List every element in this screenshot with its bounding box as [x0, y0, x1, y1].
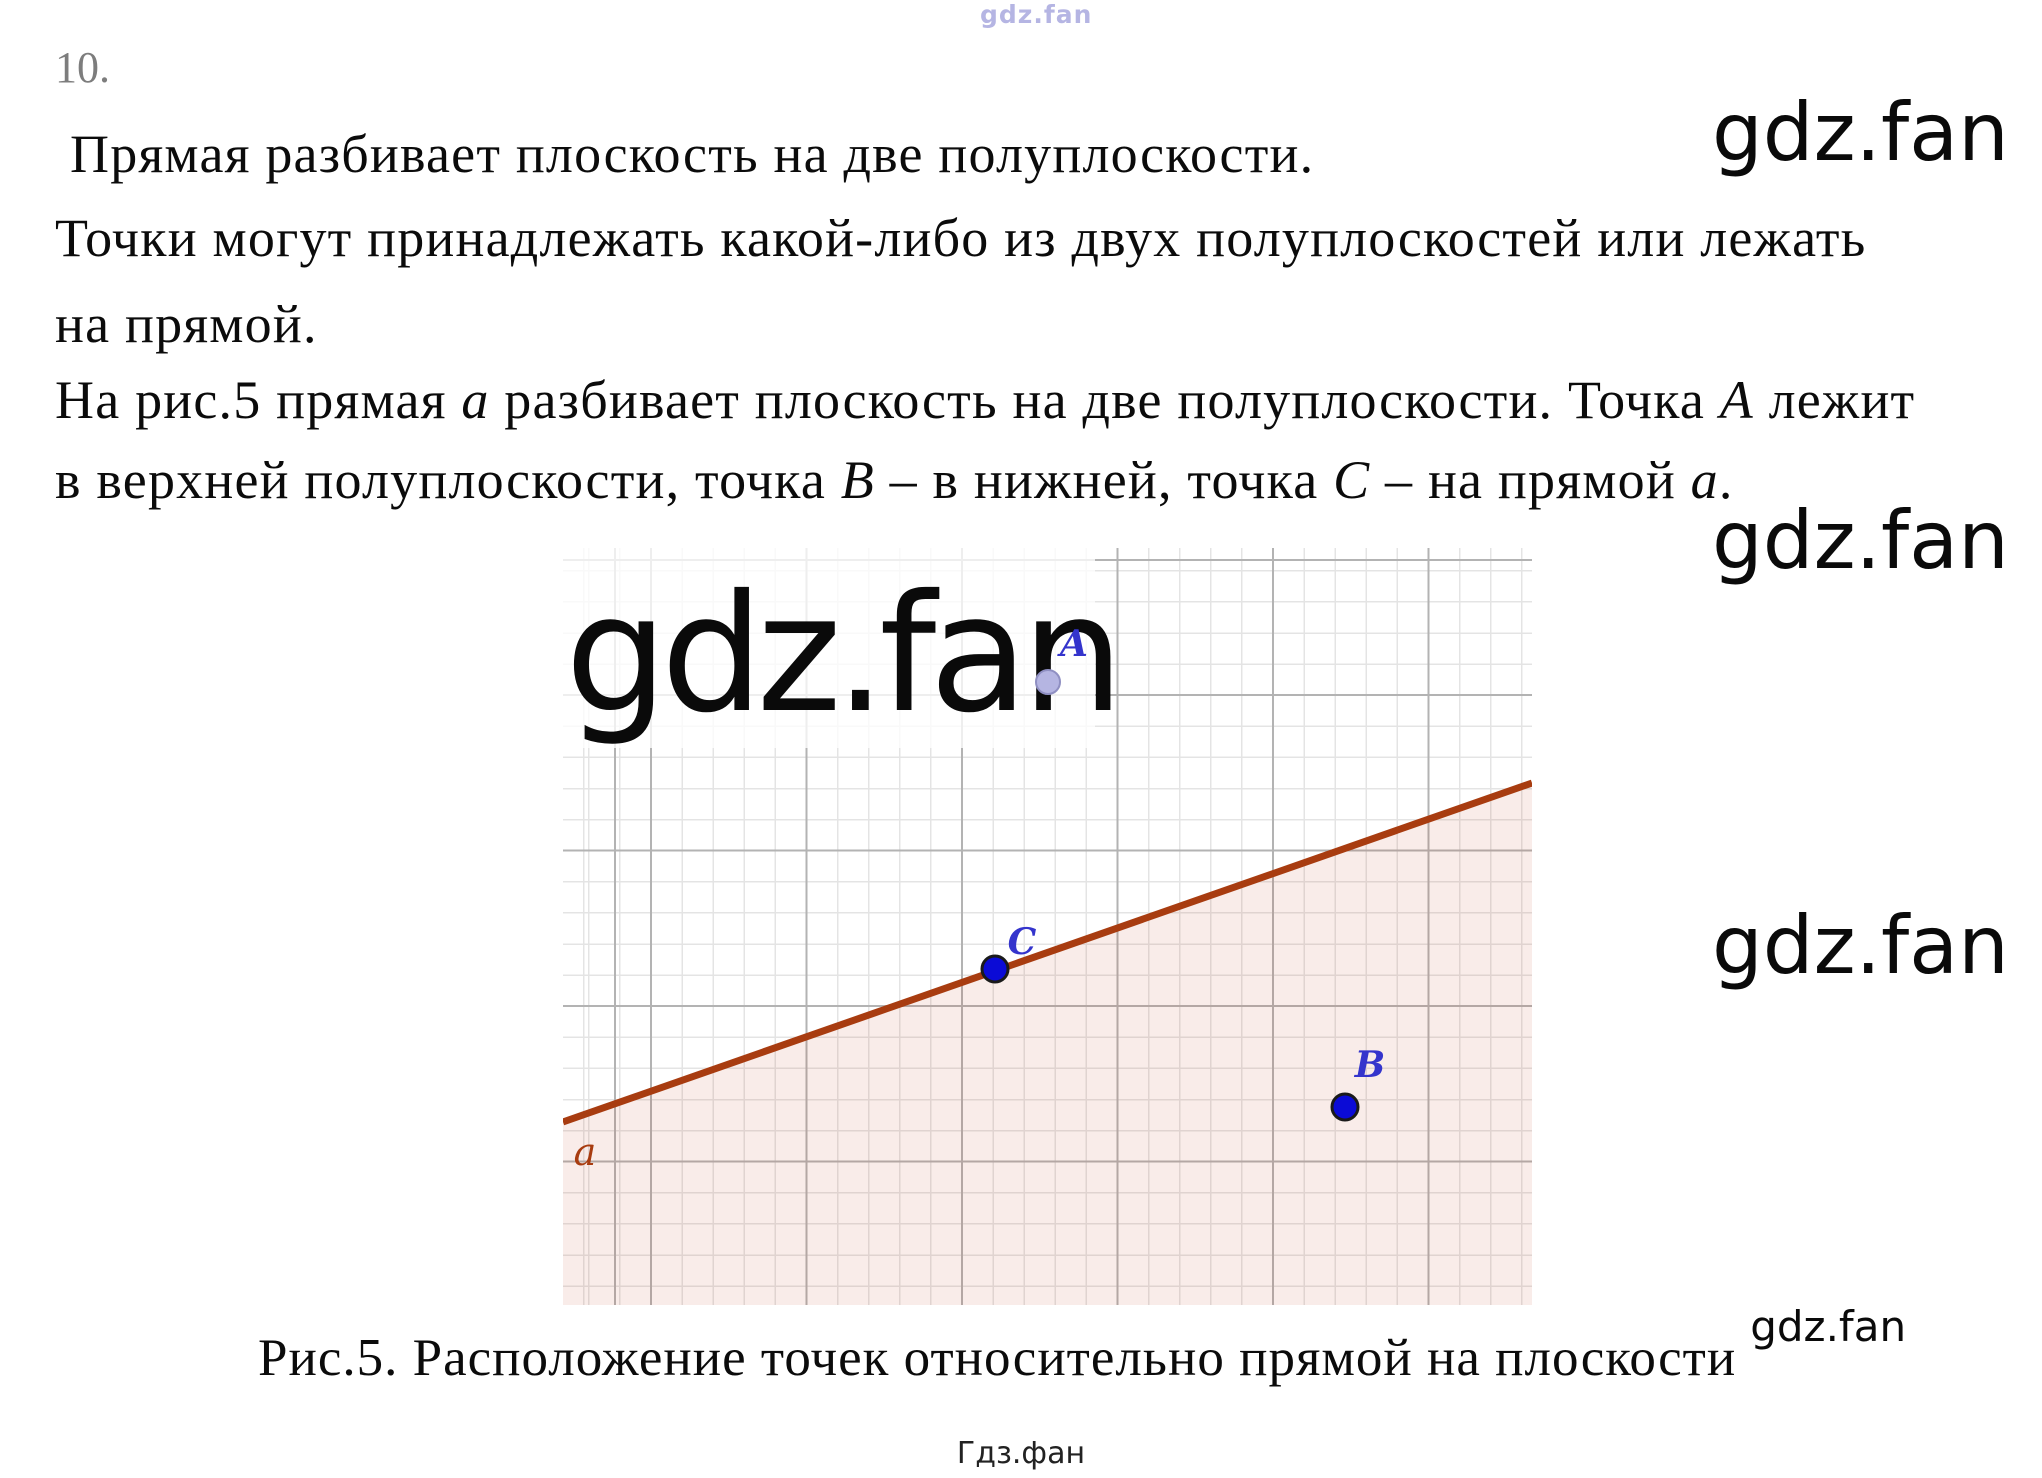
- point-A: [1035, 669, 1061, 695]
- text-line-1: Прямая разбивает плоскость на две полупл…: [70, 124, 1315, 184]
- watermark-top-center: gdz.fan: [980, 0, 1093, 29]
- figure-shading-layer: [563, 548, 1532, 1305]
- text-line-2: Точки могут принадлежать какой-либо из д…: [55, 208, 1867, 268]
- text-line-5: в верхней полуплоскости, точка B – в ниж…: [55, 450, 1734, 510]
- point-label-B: B: [1354, 1044, 1386, 1086]
- figure-line-and-points-layer: [563, 669, 1532, 1126]
- footer-site-name: Гдз.фан: [956, 1436, 1086, 1471]
- text-line-3: на прямой.: [55, 294, 318, 354]
- watermark-top-right: gdz.fan: [1712, 86, 2009, 179]
- line-label-a: a: [573, 1130, 597, 1174]
- watermark-mid-right-2: gdz.fan: [1712, 899, 2009, 992]
- point-B: [1330, 1092, 1360, 1122]
- text-line-4: На рис.5 прямая a разбивает плоскость на…: [55, 370, 1916, 430]
- figure-caption-row: Рис.5. Расположение точек относительно п…: [258, 1302, 1906, 1388]
- point-C: [980, 954, 1010, 984]
- point-label-C: C: [1007, 921, 1037, 963]
- watermark-figure-overlay: gdz.fan: [565, 561, 1124, 749]
- watermark-caption-right: gdz.fan: [1750, 1302, 1907, 1351]
- watermark-mid-right-1: gdz.fan: [1712, 494, 2009, 587]
- point-label-A: A: [1060, 623, 1088, 665]
- figure-caption: Рис.5. Расположение точек относительно п…: [258, 1329, 1737, 1387]
- problem-number: 10.: [55, 43, 110, 92]
